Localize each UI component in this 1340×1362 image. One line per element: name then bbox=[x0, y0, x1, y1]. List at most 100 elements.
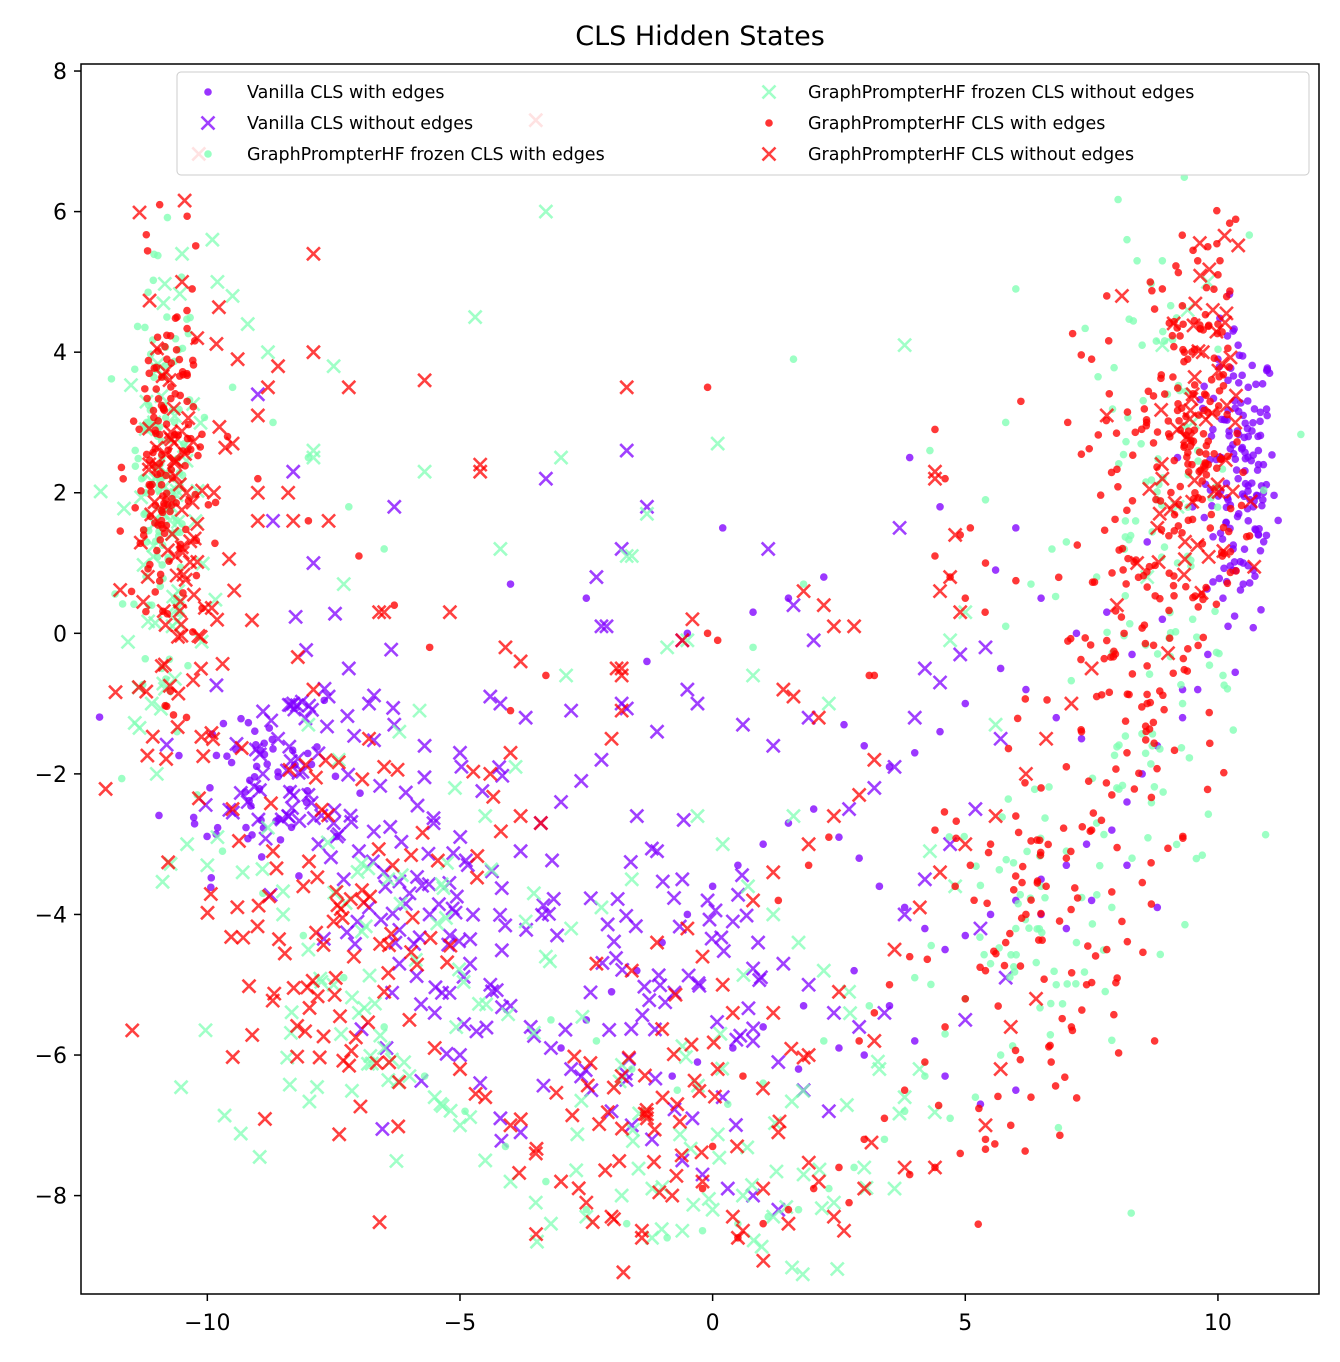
point-graphprompterhf-cls-with-edges-84 bbox=[1184, 516, 1193, 525]
point-vanilla-cls-without-edges-295 bbox=[336, 871, 352, 887]
point-graphprompterhf-cls-without-edges-65 bbox=[173, 628, 189, 644]
point-graphprompterhf-frozen-cls-without-edges-119 bbox=[393, 896, 408, 912]
point-graphprompterhf-frozen-cls-without-edges-205 bbox=[477, 1153, 493, 1168]
point-graphprompterhf-cls-without-edges-277 bbox=[1206, 483, 1222, 499]
point-vanilla-cls-without-edges-142 bbox=[536, 1078, 551, 1094]
point-graphprompterhf-cls-with-edges-238 bbox=[1159, 691, 1167, 700]
point-vanilla-cls-with-edges-241 bbox=[910, 749, 919, 757]
point-graphprompterhf-frozen-cls-with-edges-278 bbox=[663, 1233, 671, 1242]
point-graphprompterhf-cls-without-edges-48 bbox=[162, 372, 178, 388]
point-graphprompterhf-cls-with-edges-419 bbox=[181, 462, 189, 470]
point-graphprompterhf-cls-without-edges-76 bbox=[149, 340, 165, 356]
point-graphprompterhf-cls-with-edges-363 bbox=[211, 498, 220, 507]
axis-ticks: −10 −5 0 5 10 −8 −6 −4 −2 0 2 4 6 8 bbox=[35, 60, 1232, 1336]
point-graphprompterhf-cls-without-edges-67 bbox=[158, 751, 174, 767]
x-tick-label: 10 bbox=[1204, 1311, 1232, 1336]
point-vanilla-cls-without-edges-212 bbox=[386, 717, 402, 733]
point-graphprompterhf-cls-without-edges-82 bbox=[209, 336, 224, 352]
point-graphprompterhf-frozen-cls-with-edges-138 bbox=[1156, 950, 1165, 959]
point-graphprompterhf-cls-with-edges-564 bbox=[425, 643, 434, 652]
point-vanilla-cls-without-edges-103 bbox=[382, 819, 398, 835]
point-graphprompterhf-frozen-cls-without-edges-51 bbox=[165, 589, 181, 605]
point-graphprompterhf-cls-without-edges-308 bbox=[674, 632, 690, 648]
point-graphprompterhf-cls-without-edges-353 bbox=[695, 1174, 710, 1189]
point-graphprompterhf-cls-without-edges-211 bbox=[666, 1046, 682, 1062]
point-graphprompterhf-frozen-cls-without-edges-191 bbox=[391, 724, 407, 740]
point-vanilla-cls-without-edges-79 bbox=[451, 933, 467, 949]
point-graphprompterhf-frozen-cls-without-edges-171 bbox=[174, 246, 190, 262]
point-graphprompterhf-cls-with-edges-191 bbox=[1170, 746, 1179, 755]
point-graphprompterhf-cls-with-edges-246 bbox=[1085, 444, 1094, 453]
point-vanilla-cls-with-edges-238 bbox=[1077, 734, 1086, 743]
point-graphprompterhf-frozen-cls-without-edges-238 bbox=[821, 696, 837, 712]
point-vanilla-cls-without-edges-87 bbox=[409, 968, 424, 984]
point-vanilla-cls-without-edges-146 bbox=[739, 908, 754, 924]
point-graphprompterhf-cls-without-edges-215 bbox=[672, 1114, 688, 1130]
point-graphprompterhf-cls-without-edges-206 bbox=[637, 1068, 653, 1083]
point-graphprompterhf-cls-without-edges-183 bbox=[600, 1104, 616, 1120]
point-graphprompterhf-cls-without-edges-385 bbox=[957, 836, 973, 852]
point-graphprompterhf-frozen-cls-without-edges-66 bbox=[429, 916, 445, 931]
point-graphprompterhf-cls-without-edges-377 bbox=[710, 1061, 726, 1077]
point-vanilla-cls-without-edges-227 bbox=[462, 956, 478, 972]
point-graphprompterhf-frozen-cls-without-edges-247 bbox=[1154, 337, 1170, 353]
point-graphprompterhf-frozen-cls-with-edges-211 bbox=[927, 941, 936, 950]
point-vanilla-cls-without-edges-211 bbox=[417, 738, 433, 754]
point-graphprompterhf-cls-without-edges-198 bbox=[606, 1080, 622, 1096]
point-graphprompterhf-frozen-cls-with-edges-168 bbox=[1129, 317, 1138, 325]
point-graphprompterhf-frozen-cls-with-edges-219 bbox=[995, 866, 1004, 874]
point-vanilla-cls-with-edges-235 bbox=[996, 664, 1005, 673]
point-graphprompterhf-cls-with-edges-150 bbox=[1078, 823, 1087, 831]
point-graphprompterhf-cls-with-edges-237 bbox=[1110, 647, 1118, 656]
point-vanilla-cls-with-edges-35 bbox=[1218, 535, 1227, 543]
chart-title: CLS Hidden States bbox=[575, 21, 825, 52]
point-graphprompterhf-cls-with-edges-408 bbox=[163, 331, 171, 340]
point-graphprompterhf-cls-without-edges-100 bbox=[391, 1074, 407, 1090]
point-graphprompterhf-frozen-cls-with-edges-242 bbox=[1047, 999, 1055, 1008]
point-vanilla-cls-with-edges-74 bbox=[1251, 572, 1259, 581]
point-graphprompterhf-cls-with-edges-449 bbox=[169, 711, 178, 719]
point-graphprompterhf-cls-with-edges-283 bbox=[1016, 962, 1025, 970]
point-graphprompterhf-cls-without-edges-333 bbox=[306, 682, 321, 697]
point-graphprompterhf-cls-without-edges-226 bbox=[694, 1144, 710, 1160]
point-vanilla-cls-without-edges-292 bbox=[513, 1124, 529, 1140]
point-graphprompterhf-cls-with-edges-9 bbox=[1226, 568, 1235, 577]
point-graphprompterhf-cls-with-edges-63 bbox=[1198, 477, 1207, 485]
point-vanilla-cls-with-edges-258 bbox=[1128, 650, 1136, 659]
point-graphprompterhf-cls-with-edges-443 bbox=[153, 546, 161, 555]
point-graphprompterhf-frozen-cls-without-edges-240 bbox=[957, 604, 973, 620]
point-graphprompterhf-frozen-cls-with-edges-277 bbox=[698, 1226, 707, 1235]
point-vanilla-cls-without-edges-194 bbox=[386, 499, 402, 515]
point-graphprompterhf-frozen-cls-without-edges-186 bbox=[467, 309, 483, 325]
point-graphprompterhf-cls-without-edges-367 bbox=[649, 935, 665, 950]
point-graphprompterhf-frozen-cls-with-edges-249 bbox=[976, 881, 985, 890]
point-graphprompterhf-frozen-cls-with-edges-313 bbox=[1052, 980, 1061, 989]
point-graphprompterhf-cls-without-edges-332 bbox=[533, 815, 549, 831]
point-graphprompterhf-cls-with-edges-123 bbox=[1205, 708, 1214, 717]
point-graphprompterhf-cls-with-edges-467 bbox=[182, 713, 191, 722]
point-graphprompterhf-cls-with-edges-486 bbox=[179, 370, 187, 379]
point-graphprompterhf-cls-with-edges-378 bbox=[175, 355, 184, 364]
point-graphprompterhf-cls-without-edges-130 bbox=[327, 987, 343, 1003]
point-vanilla-cls-with-edges-99 bbox=[1243, 397, 1252, 405]
point-graphprompterhf-cls-with-edges-64 bbox=[1188, 348, 1196, 356]
point-graphprompterhf-frozen-cls-with-edges-147 bbox=[1153, 650, 1162, 658]
point-vanilla-cls-with-edges-145 bbox=[242, 823, 250, 832]
point-graphprompterhf-frozen-cls-without-edges-178 bbox=[306, 450, 321, 466]
point-graphprompterhf-cls-without-edges-22 bbox=[194, 483, 210, 499]
point-vanilla-cls-without-edges-168 bbox=[681, 968, 697, 983]
point-graphprompterhf-cls-without-edges-126 bbox=[381, 1054, 397, 1070]
point-graphprompterhf-cls-without-edges-177 bbox=[282, 762, 297, 778]
point-graphprompterhf-cls-with-edges-459 bbox=[155, 200, 164, 209]
point-graphprompterhf-cls-with-edges-241 bbox=[1102, 636, 1111, 645]
point-graphprompterhf-cls-with-edges-349 bbox=[1036, 848, 1045, 857]
point-graphprompterhf-frozen-cls-without-edges-144 bbox=[767, 1115, 783, 1131]
point-graphprompterhf-frozen-cls-without-edges-194 bbox=[477, 808, 493, 824]
point-graphprompterhf-cls-with-edges-105 bbox=[1184, 448, 1192, 457]
point-graphprompterhf-cls-with-edges-556 bbox=[698, 1184, 707, 1193]
point-vanilla-cls-without-edges-119 bbox=[469, 1023, 484, 1039]
point-graphprompterhf-cls-without-edges-165 bbox=[265, 993, 281, 1009]
point-graphprompterhf-cls-without-edges-0 bbox=[141, 462, 157, 477]
point-graphprompterhf-frozen-cls-without-edges-241 bbox=[942, 632, 958, 648]
legend-item: Vanilla CLS with edges bbox=[204, 83, 445, 103]
